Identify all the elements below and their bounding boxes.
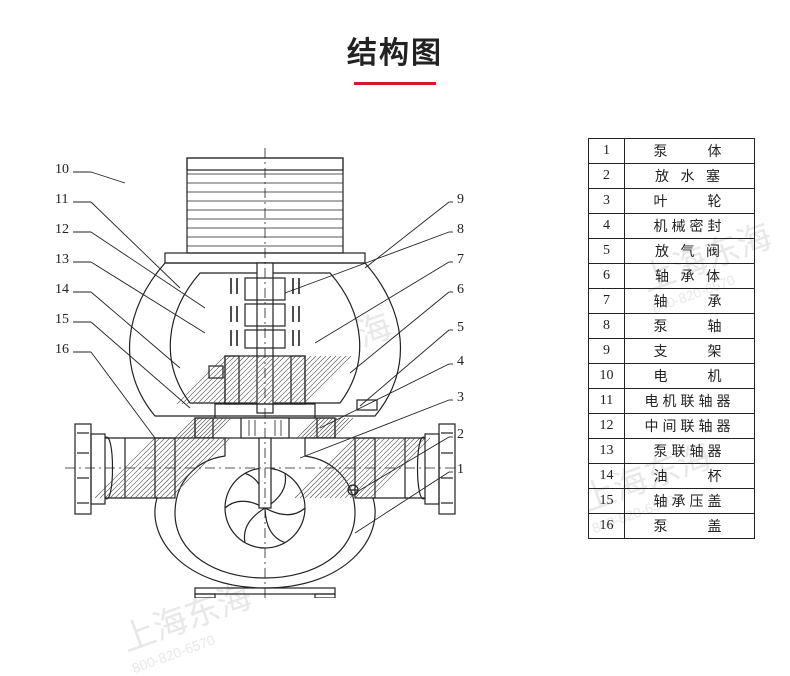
callout-label: 1: [457, 462, 464, 478]
callout-label: 7: [457, 252, 464, 268]
content-area: 上海东海800-820-6570上海东海800-820-6570上海东海800-…: [0, 120, 790, 620]
part-number: 15: [589, 489, 625, 514]
callout-label: 5: [457, 320, 464, 336]
part-number: 5: [589, 239, 625, 264]
table-row: 3叶 轮: [589, 189, 755, 214]
part-name: 轴 承: [625, 289, 755, 314]
table-row: 5放 气 阀: [589, 239, 755, 264]
part-name: 叶 轮: [625, 189, 755, 214]
table-row: 10电 机: [589, 364, 755, 389]
callout-label: 11: [55, 192, 68, 208]
part-number: 16: [589, 514, 625, 539]
table-row: 4机械密封: [589, 214, 755, 239]
table-row: 7轴 承: [589, 289, 755, 314]
part-name: 泵 盖: [625, 514, 755, 539]
part-number: 7: [589, 289, 625, 314]
part-number: 13: [589, 439, 625, 464]
table-row: 13泵联轴器: [589, 439, 755, 464]
callout-label: 15: [55, 312, 69, 328]
part-number: 10: [589, 364, 625, 389]
part-name: 泵 体: [625, 139, 755, 164]
part-name: 泵联轴器: [625, 439, 755, 464]
table-row: 15轴承压盖: [589, 489, 755, 514]
part-name: 机械密封: [625, 214, 755, 239]
callout-label: 13: [55, 252, 69, 268]
part-number: 9: [589, 339, 625, 364]
part-name: 电机联轴器: [625, 389, 755, 414]
part-number: 6: [589, 264, 625, 289]
part-name: 轴承压盖: [625, 489, 755, 514]
table-row: 1泵 体: [589, 139, 755, 164]
table-row: 14油 杯: [589, 464, 755, 489]
part-number: 3: [589, 189, 625, 214]
part-number: 1: [589, 139, 625, 164]
table-row: 6轴 承 体: [589, 264, 755, 289]
part-name: 油 杯: [625, 464, 755, 489]
callout-label: 3: [457, 390, 464, 406]
callout-label: 10: [55, 162, 69, 178]
part-number: 14: [589, 464, 625, 489]
callout-label: 4: [457, 354, 464, 370]
table-row: 2放 水 塞: [589, 164, 755, 189]
callout-label: 6: [457, 282, 464, 298]
part-name: 中间联轴器: [625, 414, 755, 439]
part-number: 12: [589, 414, 625, 439]
table-row: 16泵 盖: [589, 514, 755, 539]
title-underline: [354, 82, 436, 85]
callout-label: 12: [55, 222, 69, 238]
part-name: 放 气 阀: [625, 239, 755, 264]
table-row: 11电机联轴器: [589, 389, 755, 414]
part-name: 放 水 塞: [625, 164, 755, 189]
callout-label: 9: [457, 192, 464, 208]
callout-label: 16: [55, 342, 69, 358]
part-name: 电 机: [625, 364, 755, 389]
parts-table: 1泵 体2放 水 塞3叶 轮4机械密封5放 气 阀6轴 承 体7轴 承8泵 轴9…: [588, 138, 755, 539]
part-number: 11: [589, 389, 625, 414]
callout-label: 8: [457, 222, 464, 238]
callout-label: 2: [457, 427, 464, 443]
page-title: 结构图: [0, 28, 790, 72]
part-name: 轴 承 体: [625, 264, 755, 289]
table-row: 12中间联轴器: [589, 414, 755, 439]
table-row: 9支 架: [589, 339, 755, 364]
part-number: 2: [589, 164, 625, 189]
callout-label: 14: [55, 282, 69, 298]
part-number: 8: [589, 314, 625, 339]
part-name: 支 架: [625, 339, 755, 364]
structure-diagram: 10 11 12 13 14 15 16 9 8 7 6 5 4 3 2 1: [55, 138, 475, 598]
part-number: 4: [589, 214, 625, 239]
table-row: 8泵 轴: [589, 314, 755, 339]
part-name: 泵 轴: [625, 314, 755, 339]
